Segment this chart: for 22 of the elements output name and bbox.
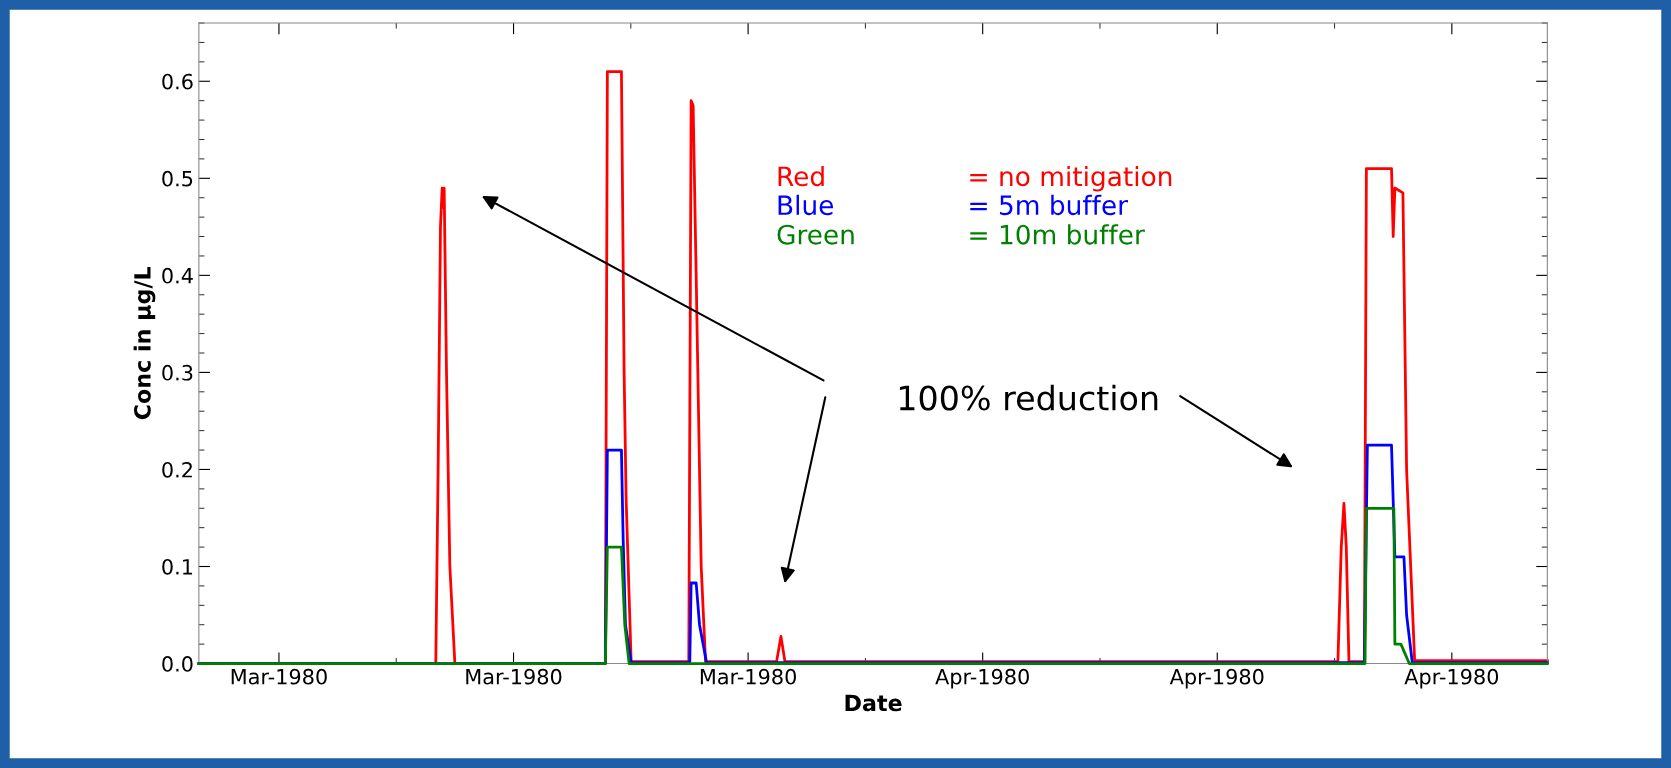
- annotation: Red: [778, 165, 824, 187]
- y-tick-label: 0.2: [162, 461, 192, 478]
- annotation: 100% reduction: [899, 384, 1158, 411]
- x-tick-label: Apr-1980: [1169, 668, 1264, 689]
- y-tick-label: 0.5: [162, 170, 193, 187]
- text: = no mitigation: [970, 165, 1172, 192]
- y-tick-label: 0.6: [162, 73, 193, 90]
- text: = 10m buffer: [970, 224, 1145, 245]
- text: = 5m buffer: [970, 194, 1129, 216]
- y-tick-label: 0.1: [162, 558, 193, 575]
- x-tick-label: Mar-1980: [700, 668, 796, 685]
- x-tick-label: Mar-1980: [466, 668, 562, 685]
- x-tick-label: Mar-1980: [231, 668, 327, 685]
- y-tick-label: 0.4: [162, 267, 193, 284]
- annotation: Blue: [778, 194, 833, 216]
- y-tick-label: 0.0: [162, 656, 193, 672]
- x-axis-title: Date: [845, 694, 902, 712]
- y-tick-label: 0.3: [162, 364, 193, 381]
- y-axis-title: Conc in µg/L: [133, 266, 156, 420]
- x-tick-label: Apr-1980: [935, 668, 1029, 689]
- annotation: Green: [777, 224, 854, 245]
- x-tick-label: Apr-1980: [1404, 668, 1499, 689]
